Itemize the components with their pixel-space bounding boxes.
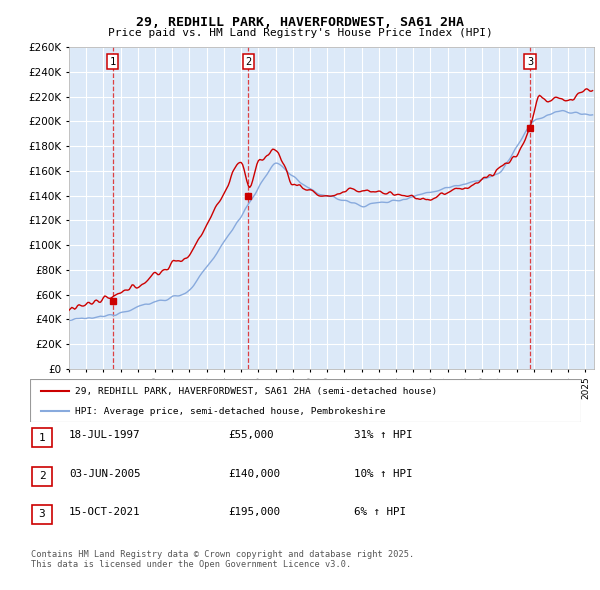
Text: 10% ↑ HPI: 10% ↑ HPI [354, 469, 413, 478]
Text: 15-OCT-2021: 15-OCT-2021 [69, 507, 140, 517]
Text: 6% ↑ HPI: 6% ↑ HPI [354, 507, 406, 517]
Text: £195,000: £195,000 [228, 507, 280, 517]
Text: 3: 3 [527, 57, 533, 67]
Text: 1: 1 [110, 57, 116, 67]
Text: 29, REDHILL PARK, HAVERFORDWEST, SA61 2HA (semi-detached house): 29, REDHILL PARK, HAVERFORDWEST, SA61 2H… [75, 387, 437, 396]
Text: 2: 2 [38, 471, 46, 481]
Text: 18-JUL-1997: 18-JUL-1997 [69, 431, 140, 440]
Text: £55,000: £55,000 [228, 431, 274, 440]
Text: 3: 3 [38, 510, 46, 519]
Text: 29, REDHILL PARK, HAVERFORDWEST, SA61 2HA: 29, REDHILL PARK, HAVERFORDWEST, SA61 2H… [136, 16, 464, 29]
Text: 1: 1 [38, 433, 46, 442]
Text: 03-JUN-2005: 03-JUN-2005 [69, 469, 140, 478]
Text: 31% ↑ HPI: 31% ↑ HPI [354, 431, 413, 440]
Text: Price paid vs. HM Land Registry's House Price Index (HPI): Price paid vs. HM Land Registry's House … [107, 28, 493, 38]
Text: 2: 2 [245, 57, 251, 67]
Text: Contains HM Land Registry data © Crown copyright and database right 2025.
This d: Contains HM Land Registry data © Crown c… [31, 550, 415, 569]
Text: HPI: Average price, semi-detached house, Pembrokeshire: HPI: Average price, semi-detached house,… [75, 407, 386, 416]
Text: £140,000: £140,000 [228, 469, 280, 478]
